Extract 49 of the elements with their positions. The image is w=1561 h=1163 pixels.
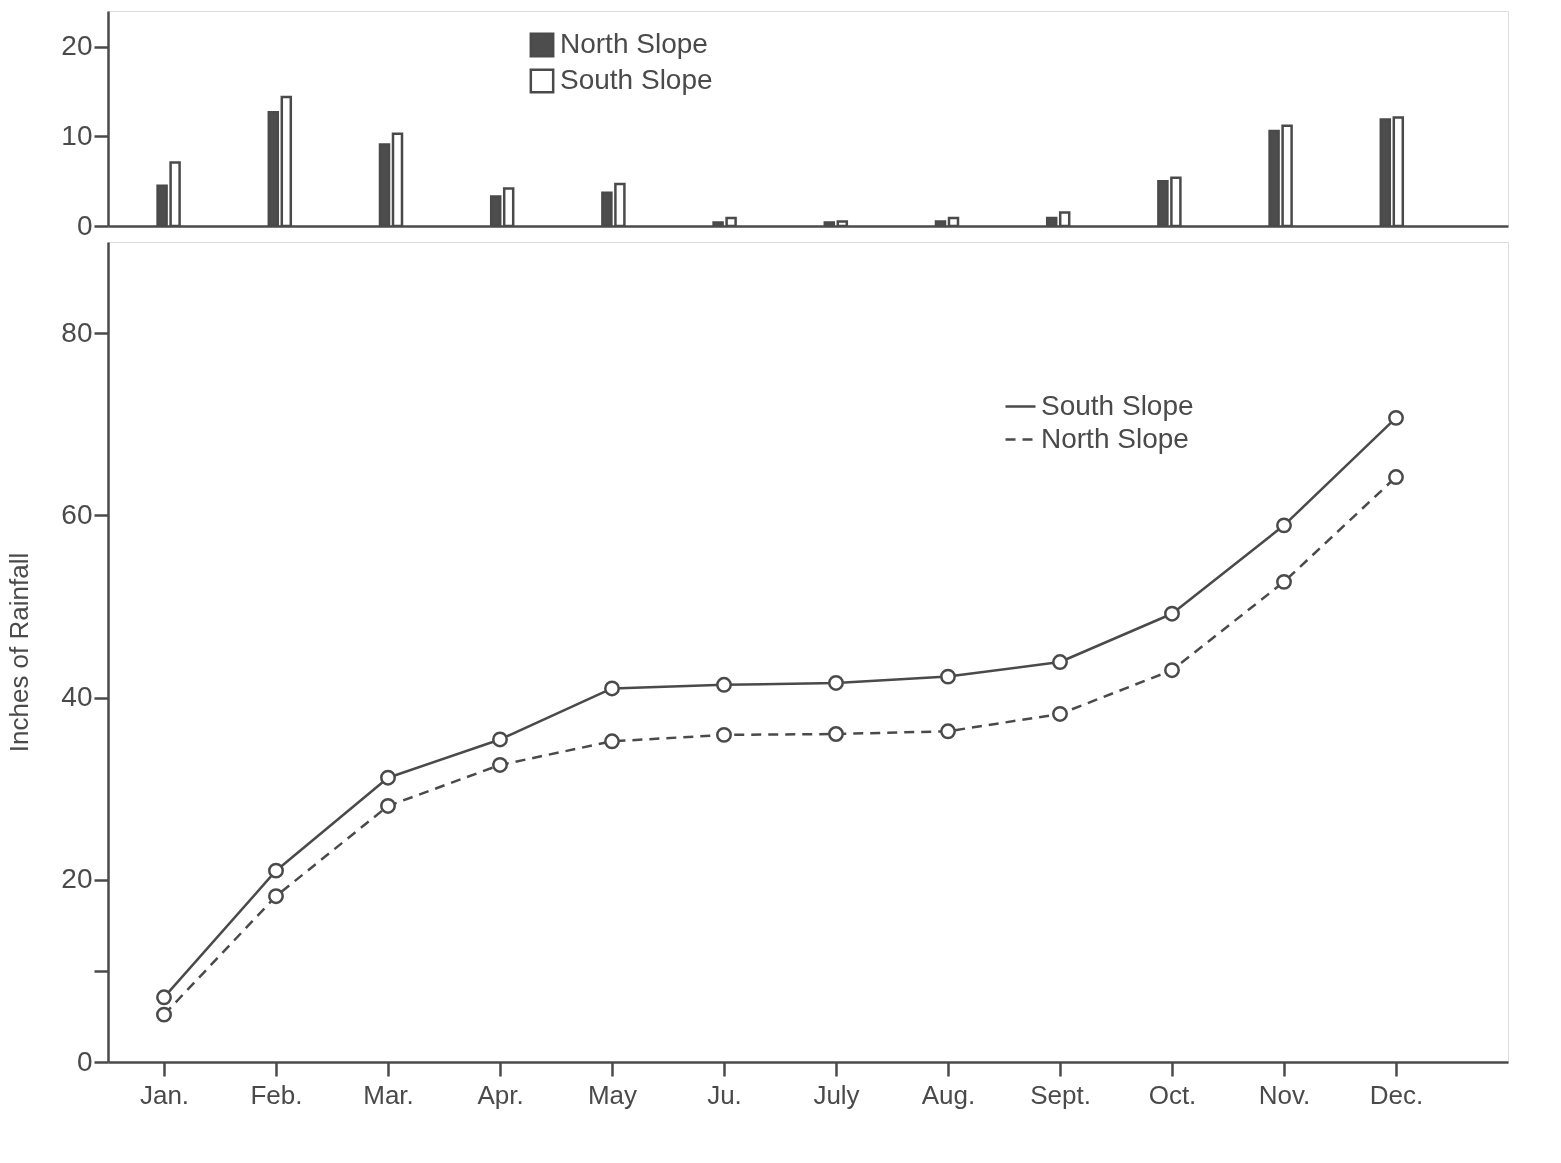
point [380,769,396,786]
point [156,989,172,1006]
legend-label: South Slope [560,64,713,95]
y-tick-label: 20 [61,863,93,895]
point [1388,469,1404,486]
point [1164,605,1180,622]
point [940,668,956,685]
y-tick-label: 10 [61,119,93,151]
point [604,680,620,697]
point [940,723,956,740]
x-tick-label: Sept. [1030,1079,1091,1110]
point [828,675,844,691]
x-tick-label: Mar. [363,1079,414,1110]
point [1388,409,1404,426]
legend-label: North Slope [1041,422,1189,454]
point [268,888,284,905]
y-tick-label: 20 [61,30,93,62]
x-tick-label: July [813,1079,860,1110]
x-tick-label: Ju. [707,1079,742,1110]
point [828,726,844,742]
point [1276,573,1292,590]
x-tick-label: Apr. [477,1079,524,1110]
point [716,726,732,743]
y-tick-label: 80 [61,316,93,348]
point [492,731,508,748]
point [380,798,396,814]
point [604,733,620,750]
legend-label: South Slope [1041,389,1194,421]
point [1164,662,1180,679]
y-axis-title: Inches of Rainfall [3,552,34,753]
point [1052,706,1068,722]
y-tick-label: 0 [76,209,93,241]
x-tick-label: Oct. [1148,1079,1197,1110]
point [156,1006,172,1023]
point [1052,654,1068,670]
x-tick-label: Dec. [1369,1079,1424,1110]
point [716,676,732,693]
y-tick-label: 60 [61,498,93,530]
x-tick-label: Jan. [139,1079,190,1110]
y-tick-label: 40 [61,681,93,713]
x-tick-label: May [587,1079,638,1110]
x-tick-label: Nov. [1258,1079,1311,1110]
y-tick-label: 0 [76,1045,93,1077]
x-tick-label: Aug. [921,1079,976,1110]
point [1276,517,1292,534]
legend-label: North Slope [560,28,708,59]
point [492,757,508,773]
point [268,862,284,879]
x-tick-label: Feb. [250,1079,303,1110]
